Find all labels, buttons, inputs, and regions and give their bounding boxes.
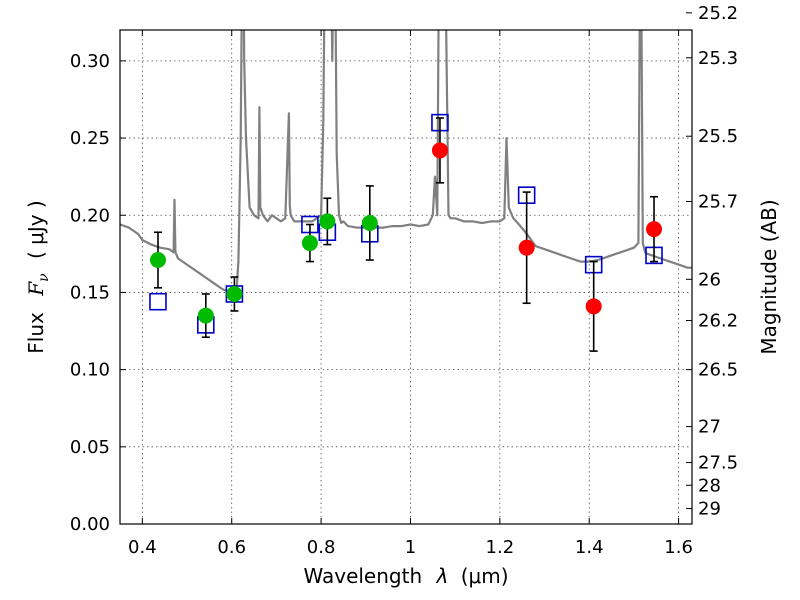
data-points [149, 113, 663, 352]
observed-point [301, 235, 318, 252]
model-square [149, 292, 167, 311]
magnitude-tick-label: 28 [698, 475, 721, 496]
y-tick-label: 0.10 [70, 360, 110, 381]
observed-point [518, 239, 535, 256]
magnitude-tick-label: 25.5 [698, 126, 738, 147]
observed-point [646, 221, 663, 238]
magnitude-tick-label: 27 [698, 417, 721, 438]
spectrum-line [120, 30, 692, 297]
model-spectrum [120, 30, 692, 297]
observed-point [149, 252, 166, 269]
magnitude-tick-label: 27.5 [698, 453, 738, 474]
magnitude-tick-label: 29 [698, 499, 721, 520]
y-tick-label: 0.30 [70, 51, 110, 72]
magnitude-tick-label: 25.3 [698, 48, 738, 69]
observed-point [585, 298, 602, 315]
magnitude-tick-label: 26 [698, 269, 721, 290]
x-tick-label: 0.4 [128, 537, 157, 558]
observed-point [319, 213, 336, 230]
y-axis-label: Flux Fν ( μJy ) [24, 200, 53, 353]
observed-point [361, 214, 378, 231]
observed-point [197, 307, 214, 324]
magnitude-tick-label: 26.5 [698, 360, 738, 381]
magnitude-tick-label: 25.2 [698, 3, 738, 24]
magnitude-tick-label: 26.2 [698, 311, 738, 332]
observed-point [431, 142, 448, 159]
magnitude-tick-label: 25.7 [698, 192, 738, 213]
y2-axis-label: Magnitude (AB) [757, 199, 781, 354]
y-tick-label: 0.25 [70, 128, 110, 149]
x-tick-label: 1.4 [575, 537, 604, 558]
x-tick-label: 1 [405, 537, 416, 558]
y-tick-label: 0.00 [70, 514, 110, 535]
axis-ticks: 0.4 0.6 0.8 1 1.2 1.4 1.6 0.00 0.05 0.10 0.15 0.20 0… [70, 3, 738, 558]
y-tick-label: 0.15 [70, 282, 110, 303]
x-tick-label: 1.2 [486, 537, 515, 558]
plot-frame [119, 29, 693, 525]
y-tick-label: 0.05 [70, 437, 110, 458]
x-axis-label: Wavelength λ (μm) [303, 564, 508, 588]
plot-background [120, 30, 692, 524]
x-tick-label: 1.6 [664, 537, 693, 558]
observed-point [226, 285, 243, 302]
x-tick-label: 0.6 [217, 537, 246, 558]
x-tick-label: 0.8 [307, 537, 336, 558]
y-tick-label: 0.20 [70, 205, 110, 226]
